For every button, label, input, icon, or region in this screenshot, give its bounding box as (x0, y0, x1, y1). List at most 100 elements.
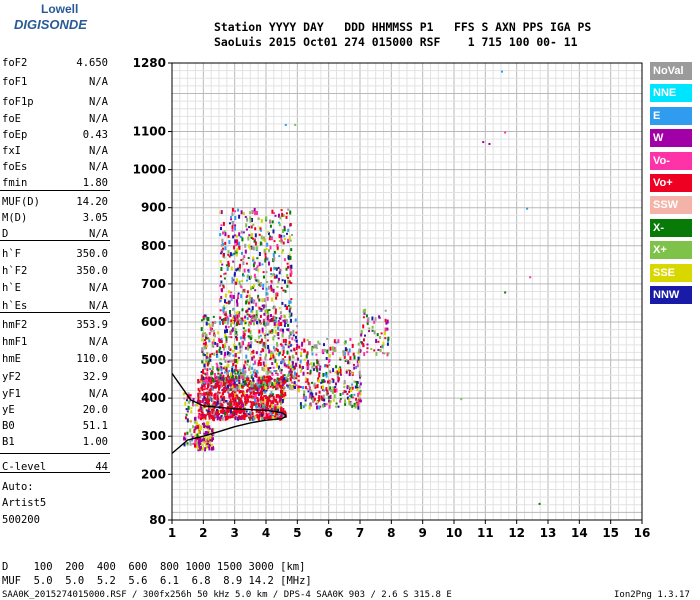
echo-point (285, 215, 288, 219)
echo-point (221, 416, 224, 421)
echo-point (208, 391, 211, 395)
echo-point (222, 306, 225, 311)
echo-point (295, 351, 298, 355)
echo-point (203, 415, 206, 419)
echo-point (282, 413, 285, 418)
echo-point (197, 409, 200, 412)
echo-point (210, 370, 213, 373)
echo-point (366, 343, 369, 346)
echo-point (349, 402, 352, 407)
echo-point (331, 378, 334, 381)
echo-point (185, 416, 187, 420)
echo-point (192, 425, 195, 429)
echo-point (244, 399, 247, 403)
echo-point (193, 429, 196, 434)
echo-point (226, 372, 229, 376)
echo-point (218, 384, 221, 389)
echo-point (269, 319, 272, 323)
echo-point (271, 297, 273, 302)
echo-point (197, 431, 200, 434)
echo-point (228, 345, 230, 350)
echo-point (304, 381, 307, 383)
param-name: fxI (2, 145, 21, 157)
echo-point (246, 359, 249, 363)
echo-point (225, 340, 228, 344)
echo-point (211, 386, 214, 391)
echo-point (257, 379, 260, 382)
echo-point (290, 349, 293, 352)
echo-point (254, 371, 257, 376)
echo-point (209, 444, 212, 447)
echo-point (212, 315, 215, 318)
echo-point (286, 305, 288, 310)
echo-point (231, 221, 234, 226)
echo-point (200, 440, 203, 443)
echo-point (227, 234, 230, 238)
echo-point (237, 386, 240, 391)
echo-point (208, 427, 211, 430)
echo-point (348, 400, 350, 403)
echo-point (224, 317, 227, 322)
echo-point (232, 370, 235, 374)
echo-point (288, 370, 291, 373)
echo-point (279, 216, 282, 220)
echo-point (286, 232, 288, 235)
echo-point (245, 415, 248, 417)
echo-point (260, 376, 262, 380)
echo-point (328, 364, 331, 366)
echo-point (222, 231, 224, 235)
echo-point (252, 370, 255, 374)
echo-point (264, 386, 267, 390)
echo-point (281, 390, 283, 394)
echo-point (224, 351, 227, 356)
echo-point (227, 377, 230, 380)
echo-point (201, 393, 204, 396)
echo-point (332, 368, 335, 373)
echo-point (220, 250, 223, 253)
param-name: fmin (2, 177, 28, 189)
echo-point (295, 335, 297, 339)
echo-point (335, 405, 338, 408)
echo-point (217, 376, 220, 381)
echo-point (331, 352, 334, 356)
echo-point (319, 365, 322, 368)
echo-point (262, 287, 264, 290)
echo-point (277, 415, 280, 418)
echo-point (208, 376, 211, 380)
echo-point (211, 398, 214, 403)
echo-point (226, 266, 229, 271)
echo-point (232, 308, 234, 311)
echo-point (272, 315, 275, 320)
echo-point (247, 344, 250, 347)
echo-point (287, 238, 290, 242)
echo-point (337, 339, 340, 344)
legend-item-nne: NNE (650, 84, 692, 103)
echo-point (270, 412, 273, 417)
legend-item-ssw: SSW (650, 196, 692, 215)
echo-point (223, 343, 226, 348)
echo-point (285, 376, 288, 380)
echo-point (205, 425, 208, 428)
echo-point (261, 409, 264, 414)
echo-point (219, 233, 222, 237)
echo-point (244, 396, 247, 401)
echo-point (236, 358, 239, 362)
echo-point (235, 311, 238, 315)
echo-point (215, 350, 218, 354)
echo-point (334, 371, 337, 374)
echo-point (242, 372, 244, 375)
echo-point (269, 381, 272, 384)
echo-point (234, 397, 237, 400)
echo-point (234, 226, 236, 231)
echo-point (229, 294, 232, 298)
echo-point (211, 408, 214, 411)
echo-point (230, 414, 233, 418)
echo-point (211, 370, 214, 375)
echo-point (377, 348, 380, 351)
echo-point (276, 406, 279, 409)
param-row: hmF1 N/A (2, 336, 108, 352)
echo-point (250, 300, 253, 304)
echo-point (244, 315, 247, 319)
echo-point (248, 321, 251, 324)
isolated-echo-point (284, 123, 287, 126)
